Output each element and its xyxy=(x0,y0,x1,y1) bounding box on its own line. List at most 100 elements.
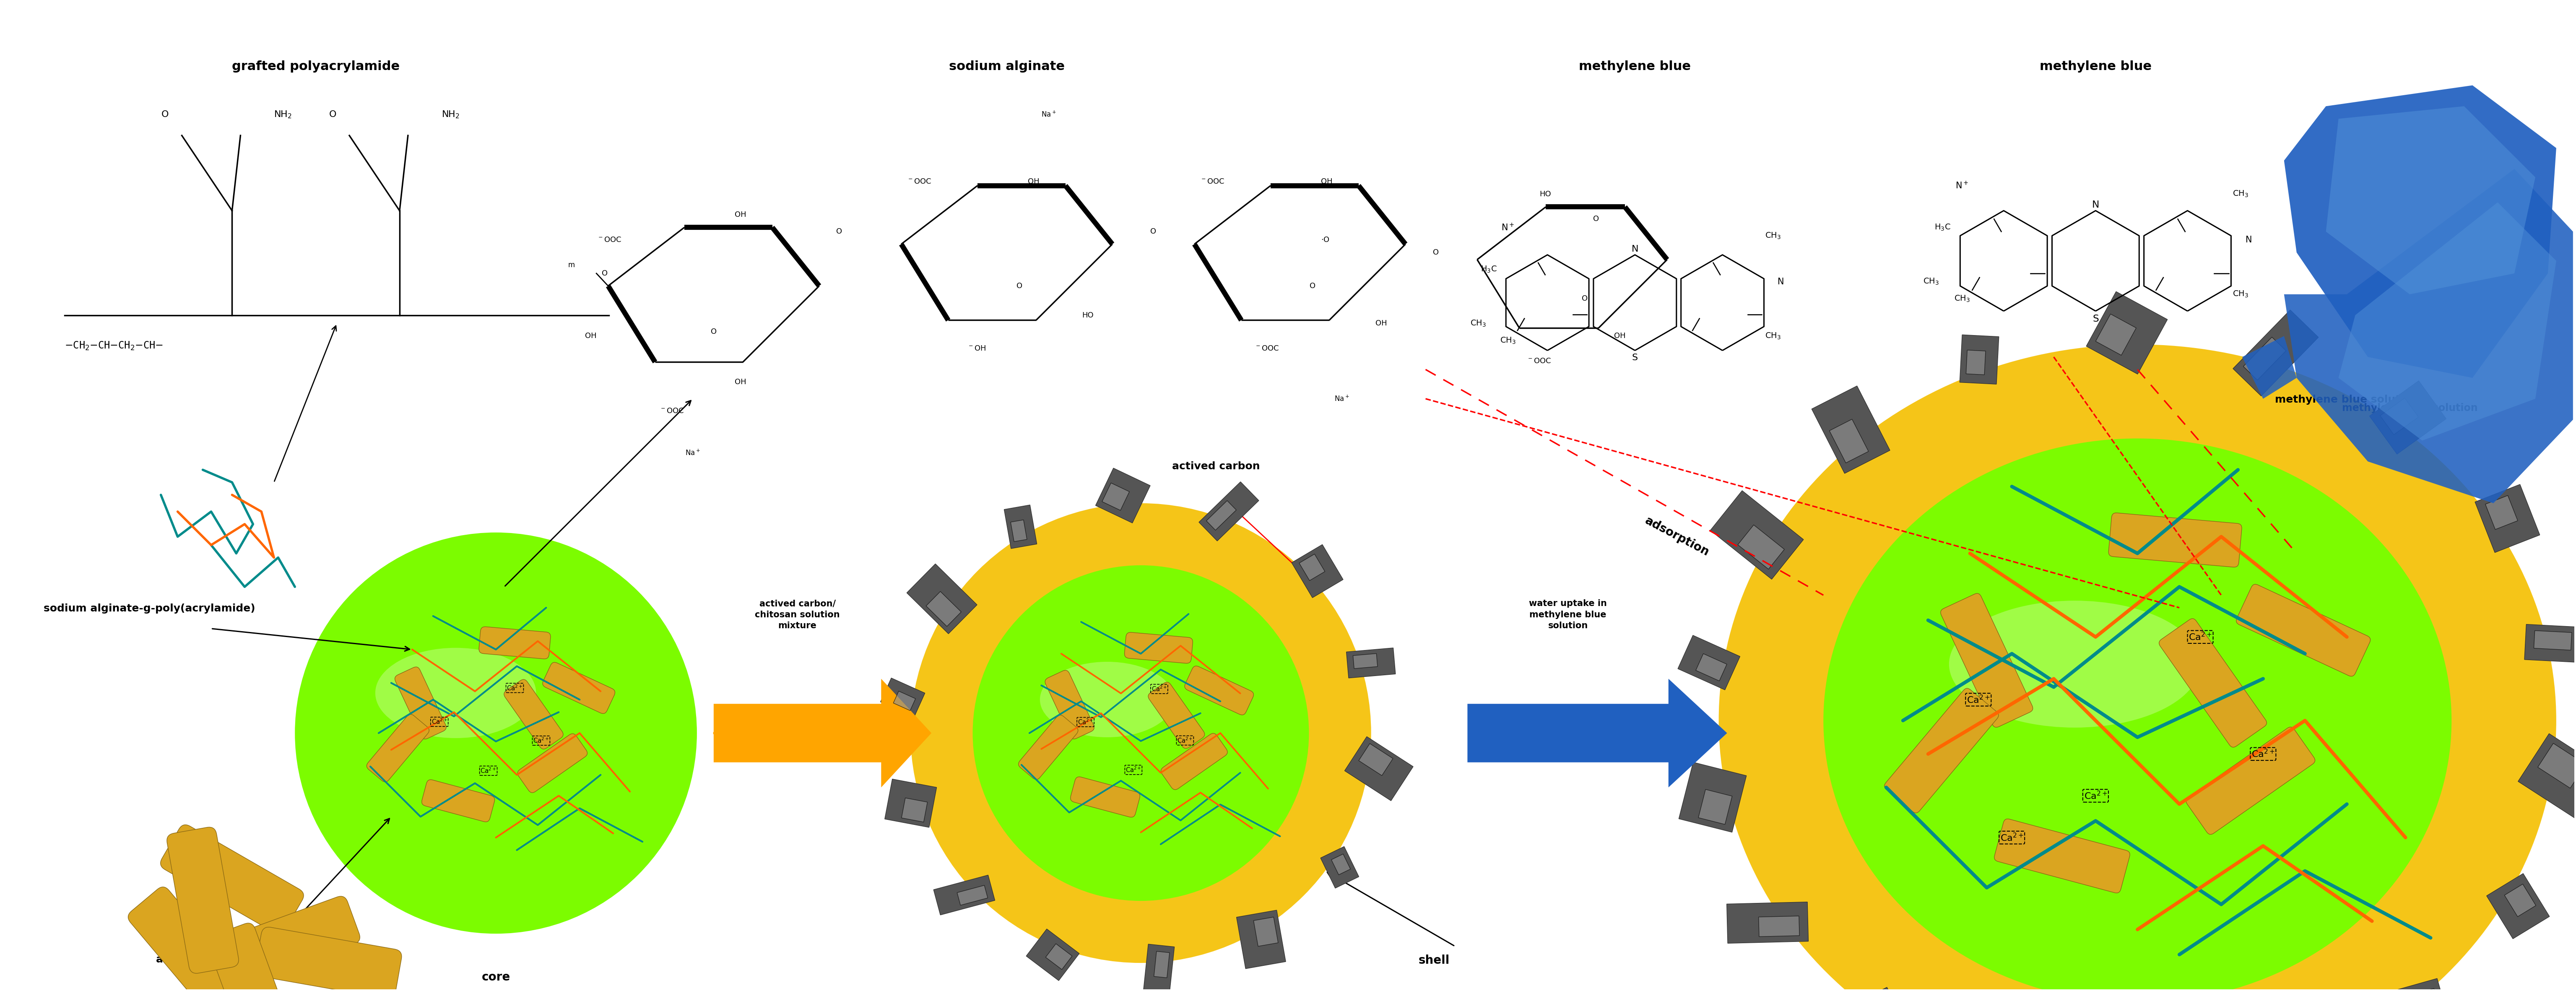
Text: CH$_3$: CH$_3$ xyxy=(2233,289,2249,298)
Text: Ca$^{2+}$: Ca$^{2+}$ xyxy=(1126,766,1141,774)
Text: Ca$^{2+}$: Ca$^{2+}$ xyxy=(1151,685,1167,693)
Text: CH$_3$: CH$_3$ xyxy=(1924,277,1940,286)
Text: sodium alginate: sodium alginate xyxy=(948,60,1064,72)
Ellipse shape xyxy=(1950,601,2200,727)
Ellipse shape xyxy=(1718,345,2555,991)
Text: $^-$OOC: $^-$OOC xyxy=(1528,358,1551,365)
Text: methylene blue: methylene blue xyxy=(2040,60,2151,72)
FancyBboxPatch shape xyxy=(1103,483,1128,510)
FancyBboxPatch shape xyxy=(2519,733,2576,824)
FancyArrow shape xyxy=(714,679,933,788)
FancyBboxPatch shape xyxy=(505,680,564,749)
FancyBboxPatch shape xyxy=(2159,618,2267,747)
FancyBboxPatch shape xyxy=(1010,520,1028,542)
Polygon shape xyxy=(2339,202,2555,441)
Text: methylene blue solution: methylene blue solution xyxy=(2342,403,2478,413)
FancyBboxPatch shape xyxy=(214,896,361,988)
FancyBboxPatch shape xyxy=(1046,670,1095,739)
FancyBboxPatch shape xyxy=(1695,654,1726,681)
Text: OH: OH xyxy=(1376,320,1386,327)
FancyBboxPatch shape xyxy=(2233,310,2318,396)
Text: S: S xyxy=(2092,314,2099,324)
Text: CH$_3$: CH$_3$ xyxy=(2233,189,2249,198)
FancyBboxPatch shape xyxy=(2370,381,2447,454)
FancyBboxPatch shape xyxy=(1046,943,1072,969)
Text: $^-$OOC: $^-$OOC xyxy=(659,407,685,414)
Text: Na$^+$: Na$^+$ xyxy=(1334,394,1350,402)
FancyBboxPatch shape xyxy=(1332,854,1350,875)
FancyBboxPatch shape xyxy=(2110,513,2241,567)
Text: grafted polyacrylamide: grafted polyacrylamide xyxy=(232,60,399,72)
FancyBboxPatch shape xyxy=(1345,736,1414,801)
FancyBboxPatch shape xyxy=(2087,291,2166,375)
Text: water uptake in
methylene blue
solution: water uptake in methylene blue solution xyxy=(1530,600,1607,630)
FancyBboxPatch shape xyxy=(2486,873,2550,938)
FancyBboxPatch shape xyxy=(1095,468,1151,523)
Ellipse shape xyxy=(974,565,1309,901)
FancyBboxPatch shape xyxy=(1144,944,1175,991)
Text: Na$^+$: Na$^+$ xyxy=(685,449,701,457)
FancyBboxPatch shape xyxy=(881,678,925,716)
FancyArrow shape xyxy=(1468,679,1726,788)
Text: methylene blue solution: methylene blue solution xyxy=(2275,394,2419,404)
FancyBboxPatch shape xyxy=(422,780,495,822)
FancyBboxPatch shape xyxy=(2524,624,2576,663)
FancyBboxPatch shape xyxy=(1994,819,2130,893)
Text: $\cdot$O: $\cdot$O xyxy=(1321,236,1329,244)
FancyBboxPatch shape xyxy=(129,887,252,991)
Text: $^-$OOC: $^-$OOC xyxy=(1255,345,1280,353)
Polygon shape xyxy=(2241,336,2298,398)
FancyBboxPatch shape xyxy=(1206,500,1236,530)
Text: O: O xyxy=(1432,249,1440,257)
Text: OH: OH xyxy=(734,379,747,385)
Text: Ca$^{2+}$: Ca$^{2+}$ xyxy=(2190,631,2213,642)
Text: actived carbon/
chitosan solution
mixture: actived carbon/ chitosan solution mixtur… xyxy=(755,600,840,630)
FancyBboxPatch shape xyxy=(1185,666,1255,715)
Text: N$^+$: N$^+$ xyxy=(1502,223,1515,232)
Text: CH$_3$: CH$_3$ xyxy=(1471,319,1486,328)
Text: HO: HO xyxy=(1540,190,1551,198)
Text: OH: OH xyxy=(734,211,747,219)
FancyBboxPatch shape xyxy=(1352,653,1378,669)
FancyBboxPatch shape xyxy=(394,667,446,739)
FancyBboxPatch shape xyxy=(1347,648,1396,678)
FancyBboxPatch shape xyxy=(544,662,616,714)
FancyBboxPatch shape xyxy=(958,885,987,905)
Text: Na$^+$: Na$^+$ xyxy=(1041,111,1056,119)
Text: m: m xyxy=(567,262,574,269)
FancyBboxPatch shape xyxy=(1255,917,1278,946)
FancyBboxPatch shape xyxy=(479,626,551,659)
Text: O: O xyxy=(837,228,842,236)
Text: core: core xyxy=(482,971,510,983)
FancyBboxPatch shape xyxy=(1965,350,1986,375)
FancyBboxPatch shape xyxy=(1358,743,1394,776)
FancyBboxPatch shape xyxy=(1321,846,1360,888)
Text: O: O xyxy=(1018,282,1023,289)
FancyBboxPatch shape xyxy=(1154,951,1170,978)
FancyBboxPatch shape xyxy=(1198,482,1260,541)
FancyBboxPatch shape xyxy=(884,779,938,827)
Text: O: O xyxy=(1582,294,1587,302)
FancyBboxPatch shape xyxy=(1236,910,1285,968)
Text: O: O xyxy=(330,110,337,119)
FancyBboxPatch shape xyxy=(1759,916,1801,936)
FancyBboxPatch shape xyxy=(1960,335,1999,385)
Text: Ca$^{2+}$: Ca$^{2+}$ xyxy=(507,684,523,692)
Text: CH$_3$: CH$_3$ xyxy=(1765,231,1780,240)
Text: Ca$^{2+}$: Ca$^{2+}$ xyxy=(2251,748,2275,759)
Text: Ca$^{2+}$: Ca$^{2+}$ xyxy=(1077,718,1092,726)
FancyBboxPatch shape xyxy=(2476,485,2540,553)
Text: $-$CH$_2$$-$CH$-$CH$_2$$-$CH$-$: $-$CH$_2$$-$CH$-$CH$_2$$-$CH$-$ xyxy=(64,340,162,351)
FancyBboxPatch shape xyxy=(255,928,402,991)
FancyBboxPatch shape xyxy=(1829,419,1868,463)
Text: sodium alginate-g-poly(acrylamide): sodium alginate-g-poly(acrylamide) xyxy=(44,604,255,613)
Ellipse shape xyxy=(376,648,536,738)
FancyBboxPatch shape xyxy=(1005,505,1038,549)
Text: Ca$^{2+}$: Ca$^{2+}$ xyxy=(430,717,448,725)
Text: OH: OH xyxy=(1028,177,1038,185)
FancyBboxPatch shape xyxy=(1710,491,1803,580)
Text: OH: OH xyxy=(585,332,598,340)
FancyBboxPatch shape xyxy=(518,733,587,793)
Text: N: N xyxy=(2092,200,2099,210)
Text: O: O xyxy=(711,328,716,336)
